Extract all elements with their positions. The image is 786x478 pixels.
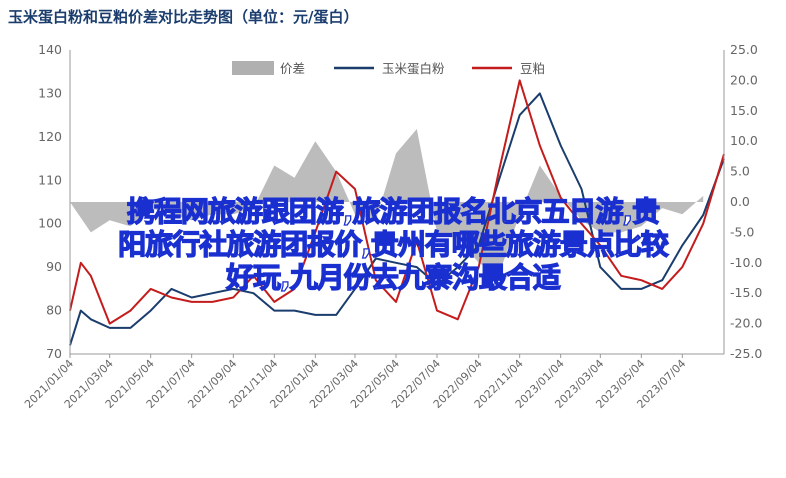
- plot-area: [69, 79, 725, 346]
- y-right-tick-label: -15.0: [730, 285, 762, 300]
- y-right-tick-label: 15.0: [730, 103, 758, 118]
- y-left-tick-label: 100: [38, 216, 62, 231]
- chart-title: 玉米蛋白粉和豆粕价差对比走势图（单位：元/蛋白）: [8, 8, 358, 26]
- y-right-tick-label: 0.0: [730, 194, 750, 209]
- y-left-tick-label: 90: [46, 259, 62, 274]
- legend: 价差 玉米蛋白粉 豆粕: [232, 61, 545, 76]
- y-right-tick-label: -5.0: [730, 224, 754, 239]
- y-left-tick-label: 120: [38, 129, 62, 144]
- series-area-spread: [70, 129, 704, 275]
- series-line-1: [69, 92, 725, 346]
- y-left-tick-label: 140: [38, 42, 62, 57]
- y-right-tick-label: 10.0: [730, 133, 758, 148]
- y-right-tick-label: -20.0: [730, 316, 762, 331]
- y-right-tick-label: 5.0: [730, 164, 750, 179]
- watermark-line-2: 阳旅行社旅游团报价,贵州有哪些旅游景点比较: [118, 227, 670, 261]
- legend-label: 价差: [280, 61, 305, 76]
- series-line-2: [69, 79, 725, 325]
- watermark-line-1: 携程网旅游跟团游,旅游团报名北京五日游,贵: [126, 194, 661, 228]
- watermark-line-3: 好玩,九月份去九寨沟最合适: [226, 260, 562, 294]
- y-left-tick-label: 110: [38, 172, 62, 187]
- y-right-tick-label: -10.0: [730, 255, 762, 270]
- legend-label: 豆粕: [520, 61, 545, 76]
- y-left-tick-label: 80: [46, 303, 62, 318]
- y-right-tick-label: -25.0: [730, 346, 762, 361]
- y-left-tick-label: 130: [38, 85, 62, 100]
- y-right-tick-label: 20.0: [730, 72, 758, 87]
- y-left-tick-label: 70: [46, 346, 62, 361]
- legend-swatch-spread: [232, 61, 274, 75]
- legend-label: 玉米蛋白粉: [382, 61, 445, 76]
- y-right-tick-label: 25.0: [730, 42, 758, 57]
